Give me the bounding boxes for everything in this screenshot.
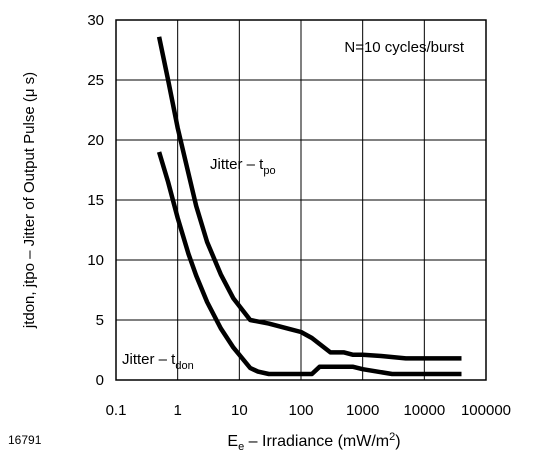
y-tick-label: 5 <box>96 312 104 329</box>
y-tick-label: 20 <box>87 132 104 149</box>
x-tick-label: 10 <box>231 402 248 419</box>
annotation-cycles-per-burst: N=10 cycles/burst <box>344 39 464 56</box>
series-label-jitter-tdon: Jitter – tdon <box>122 351 194 372</box>
x-tick-label: 0.1 <box>106 402 127 419</box>
x-axis-label-sup: 2 <box>389 431 395 443</box>
series-line-jitter-tdon <box>156 151 462 377</box>
series-label-jitter-tpo-base: Jitter – t <box>210 156 264 173</box>
series-label-jitter-tdon-sub: don <box>175 360 193 372</box>
y-axis-label: jtdon, jtpo – Jitter of Output Pulse (μ … <box>21 72 38 329</box>
tick-labels: 0.1 1 10 100 1000 10000 100000 0 5 10 15 20 25 30 <box>87 12 511 419</box>
grid <box>116 20 486 380</box>
series-layer <box>156 36 462 377</box>
x-tick-label: 1 <box>173 402 181 419</box>
figure-id: 16791 <box>8 433 42 447</box>
series-line-jitter-tpo <box>156 36 462 361</box>
x-axis-label-end: ) <box>395 433 400 450</box>
x-axis-label-sub: e <box>238 441 244 453</box>
x-tick-label: 1000 <box>346 402 379 419</box>
x-tick-label: 100 <box>288 402 313 419</box>
y-tick-label: 0 <box>96 372 104 389</box>
x-tick-label: 100000 <box>461 402 511 419</box>
x-axis-label: Ee – Irradiance (mW/m2) <box>227 431 400 453</box>
y-tick-label: 30 <box>87 12 104 29</box>
series-label-jitter-tpo-sub: po <box>263 165 275 177</box>
x-axis-label-base: E <box>227 433 238 450</box>
series-label-jitter-tdon-base: Jitter – t <box>122 351 176 368</box>
y-tick-label: 25 <box>87 72 104 89</box>
x-axis-label-mid: – Irradiance (mW/m <box>244 433 389 450</box>
x-tick-label: 10000 <box>403 402 445 419</box>
y-tick-label: 10 <box>87 252 104 269</box>
series-label-jitter-tpo: Jitter – tpo <box>210 156 276 177</box>
plot-frame <box>115 19 487 381</box>
y-tick-label: 15 <box>87 192 104 209</box>
